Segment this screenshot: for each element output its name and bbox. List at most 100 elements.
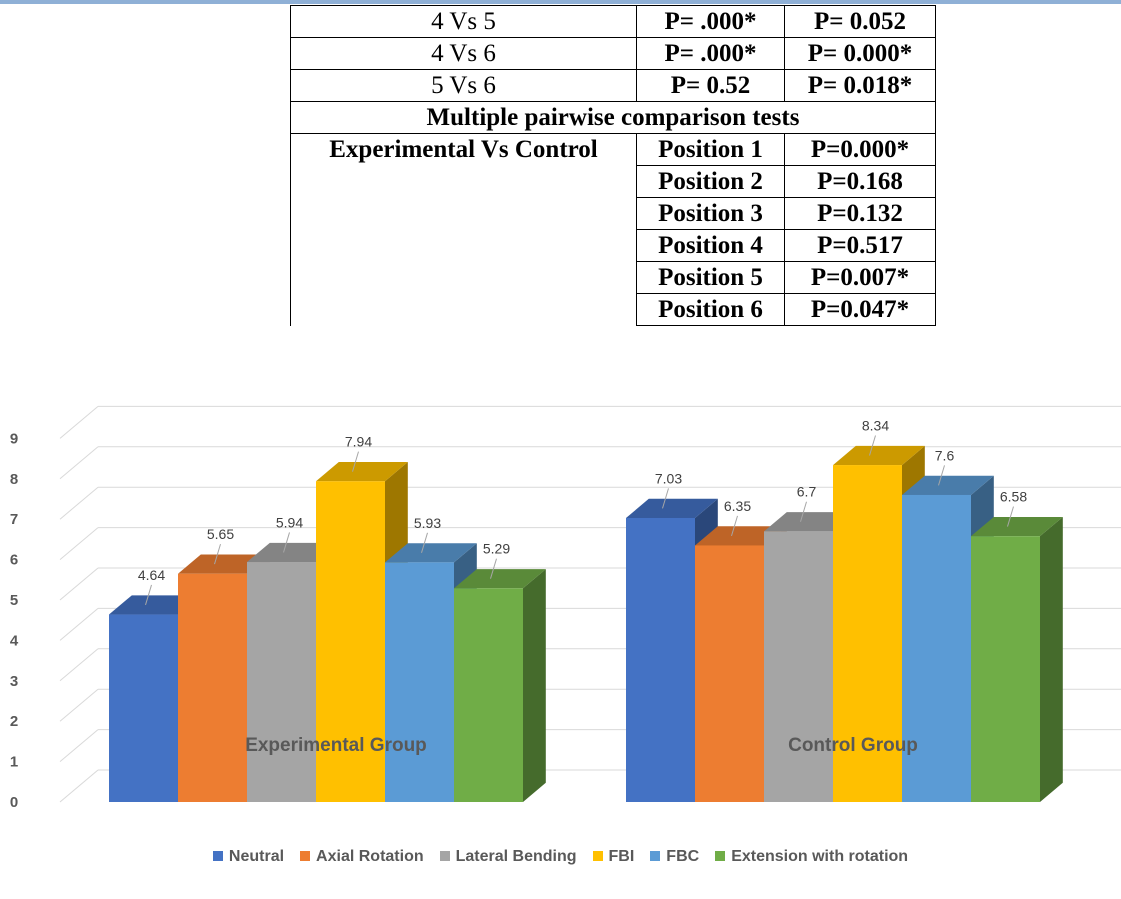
pvalue-table: 4 Vs 5 P= .000* P= 0.052 4 Vs 6 P= .000*… (290, 5, 936, 326)
value-label: 5.94 (276, 514, 303, 530)
empty-cell (290, 293, 637, 326)
table-row: 4 Vs 5 P= .000* P= 0.052 (290, 5, 936, 38)
bar-top (316, 462, 408, 482)
value-leader (490, 558, 497, 579)
bar-top (247, 542, 339, 563)
position-label: Position 6 (636, 293, 785, 326)
bar-top (833, 445, 925, 466)
gridline-diag (59, 446, 99, 480)
legend-item: Lateral Bending (439, 848, 577, 866)
bar-front (971, 536, 1040, 802)
gridline-diag (59, 608, 99, 641)
bar-top (902, 475, 994, 495)
value-leader (352, 451, 359, 472)
y-tick-label: 1 (10, 754, 18, 771)
position-label: Position 3 (636, 197, 785, 230)
legend-swatch (650, 851, 661, 861)
legend-item: FBI (592, 848, 635, 866)
value-leader (145, 584, 152, 606)
value-leader (662, 488, 669, 509)
legend-label: FBI (608, 848, 635, 865)
legend-label: Extension with rotation (731, 848, 909, 865)
gridline-diag (59, 527, 99, 560)
bar-front (109, 614, 178, 802)
bar-top (971, 516, 1063, 537)
bar-front (695, 545, 764, 802)
gridline-diag (59, 769, 99, 803)
y-axis: 0 1 2 3 4 5 6 7 8 9 (10, 430, 19, 811)
table-row: Multiple pairwise comparison tests (290, 101, 936, 134)
position-p: P=0.168 (784, 165, 936, 198)
table-row: 5 Vs 6 P= 0.52 P= 0.018* (290, 69, 936, 102)
bar-top (109, 595, 201, 615)
value-leader (283, 532, 290, 553)
value-leader (800, 501, 807, 522)
bar-top (626, 498, 718, 518)
legend-label: Axial Rotation (316, 848, 424, 865)
y-tick-label: 6 (10, 552, 18, 569)
bar-front (833, 465, 902, 802)
position-label: Position 5 (636, 261, 785, 294)
position-p: P=0.007* (784, 261, 936, 294)
table-row: Position 3 P=0.132 (290, 197, 936, 230)
gridline-diag (59, 486, 99, 520)
chart-value-labels: 4.64 5.65 5.94 7.94 5.93 5.29 7.03 6.35 6.7 8.34 7… (138, 417, 1027, 606)
value-label: 7.94 (345, 434, 372, 450)
position-label: Position 2 (636, 165, 785, 198)
legend-swatch (592, 851, 603, 861)
row-label: 5 Vs 6 (290, 69, 637, 102)
legend-item: FBC (650, 848, 699, 866)
category-label: Control Group (788, 735, 918, 756)
row-exp-p: P= .000* (636, 37, 785, 70)
legend-item: Neutral (212, 848, 284, 866)
bar-front (385, 562, 454, 802)
row-ctrl-p: P= 0.000* (784, 37, 936, 70)
gridline-diag (59, 567, 99, 601)
y-tick-label: 3 (10, 673, 18, 690)
y-tick-label: 5 (10, 592, 18, 609)
position-p: P=0.132 (784, 197, 936, 230)
bar (454, 569, 546, 802)
value-label: 5.29 (483, 541, 510, 557)
bar-front (764, 531, 833, 802)
value-leader (869, 435, 876, 456)
bar-side (1040, 516, 1063, 802)
legend-swatch (212, 851, 223, 861)
chart-bars (109, 445, 1063, 802)
value-label: 6.58 (1000, 489, 1027, 505)
position-p: P=0.000* (784, 133, 936, 166)
row-exp-p: P= 0.52 (636, 69, 785, 102)
pairwise-title: Multiple pairwise comparison tests (290, 101, 936, 134)
empty-cell (290, 197, 637, 230)
category-label: Experimental Group (245, 735, 427, 756)
row-label: 4 Vs 5 (290, 5, 637, 38)
position-p: P=0.517 (784, 229, 936, 262)
legend-item: Axial Rotation (300, 848, 424, 866)
bar-front (178, 573, 247, 802)
row-label: 4 Vs 6 (290, 37, 637, 70)
gridline-diag (59, 729, 99, 762)
legend-item: Extension with rotation (715, 848, 908, 866)
bar-top (695, 526, 787, 546)
row-ctrl-p: P= 0.018* (784, 69, 936, 102)
bar (971, 516, 1063, 802)
x-axis: Experimental Group Control Group (245, 735, 918, 756)
legend-swatch (300, 851, 311, 861)
value-leader (214, 543, 221, 565)
value-leader (731, 515, 738, 537)
bar-chart: 0 1 2 3 4 5 6 7 8 9 4.64 5.65 5.94 7.94 5.93 5.29 7.03 6… (10, 405, 1121, 811)
bar-front (626, 517, 695, 802)
gridline-diag (59, 648, 99, 682)
table-row: Experimental Vs Control Position 1 P=0.0… (290, 133, 936, 166)
legend-swatch (715, 851, 726, 861)
y-tick-label: 7 (10, 511, 18, 528)
value-leader (1007, 506, 1014, 527)
position-label: Position 4 (636, 229, 785, 262)
legend-swatch (439, 851, 450, 861)
table-row: 4 Vs 6 P= .000* P= 0.000* (290, 37, 936, 70)
comparison-label: Experimental Vs Control (290, 133, 637, 166)
gridline-diag (59, 688, 99, 722)
value-leader (421, 532, 428, 553)
legend-label: Lateral Bending (455, 848, 577, 865)
bar-side (523, 569, 546, 802)
